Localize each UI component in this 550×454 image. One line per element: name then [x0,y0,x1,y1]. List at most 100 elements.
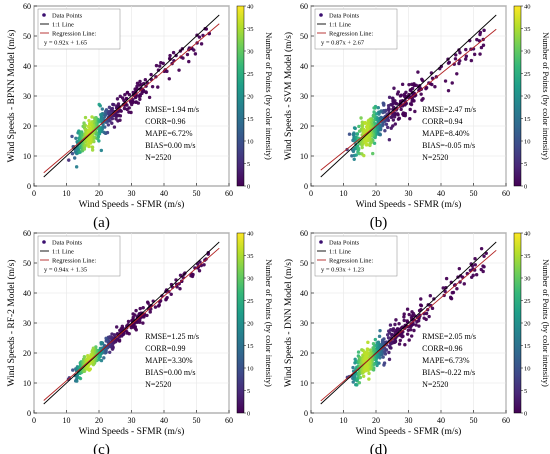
stat-line: MAPE=3.30% [145,356,193,365]
regression-line [43,247,220,401]
stat-line: RMSE=1.94 m/s [145,105,199,114]
data-point [118,328,122,333]
data-point [412,328,416,333]
y-tick-label: 50 [300,259,308,268]
stat-line: N=2520 [145,153,171,162]
data-point [174,282,179,287]
data-point [71,368,75,372]
stat-line: BIAS=-0.22 m/s [422,368,475,377]
data-point [159,61,163,65]
data-point [104,336,108,341]
data-point [371,113,376,118]
data-point [115,331,120,336]
data-point [82,355,87,359]
data-point [384,122,389,126]
data-point [367,377,371,381]
legend-one-to-one-label: 1:1 Line [329,249,351,256]
data-point [419,297,423,301]
x-tick-label: 60 [502,416,510,425]
data-point [353,126,357,131]
data-point [178,273,183,278]
data-point [154,63,159,68]
data-point [473,263,477,267]
colorbar-tick-label: 35 [247,26,254,33]
one-to-one-line [320,14,497,178]
data-point [82,369,87,374]
one-to-one-line [43,14,220,178]
y-tick-label: 20 [23,349,31,358]
x-tick-label: 60 [502,189,510,198]
stat-line: BIAS=-0.05 m/s [422,141,475,150]
y-tick-label: 0 [304,409,308,418]
data-point [138,79,142,84]
data-point [74,136,78,141]
data-point [462,282,466,286]
data-point [479,246,484,251]
x-tick-label: 10 [63,189,71,198]
y-tick-label: 40 [23,62,31,71]
legend-one-to-one-label: 1:1 Line [52,249,74,256]
data-point [357,124,361,129]
colorbar-tick-label: 35 [524,26,531,33]
data-point [444,286,448,290]
data-point [381,101,385,105]
stat-line: CORR=0.99 [145,344,185,353]
data-point [402,312,406,316]
legend-box [37,8,121,50]
x-axis-label: Wind Speeds - SFMR (m/s) [79,426,185,437]
data-point [87,144,91,148]
data-point [386,106,391,111]
data-point [407,312,411,317]
data-point [75,379,79,383]
panel-label: (d) [370,442,388,454]
y-tick-label: 30 [23,319,31,328]
data-point [415,319,419,324]
data-point [87,136,91,140]
data-point [363,121,368,125]
data-point [380,339,385,344]
data-point [414,323,418,327]
data-point [387,344,392,349]
colorbar-tick-label: 40 [524,4,531,11]
data-point [420,77,424,82]
x-tick-label: 40 [160,416,168,425]
colorbar-tick-label: 25 [247,71,254,78]
y-tick-label: 0 [27,182,31,191]
x-tick-label: 20 [95,416,103,425]
colorbar-tick-label: 10 [247,366,254,373]
legend-point-marker [42,240,46,244]
data-point [474,273,479,277]
data-point [356,147,361,152]
x-tick-label: 30 [405,189,413,198]
legend: Data Points 1:1 Line Regression Line: y = 0… [37,8,121,50]
data-point [417,88,421,93]
data-point [83,123,87,128]
data-point [388,323,393,327]
colorbar [236,232,245,414]
data-point [394,318,398,322]
data-point [469,58,474,63]
data-point [455,287,459,291]
data-point [378,328,382,333]
data-point [83,115,88,120]
data-point [357,381,362,385]
legend-points-label: Data Points [329,240,360,247]
colorbar [513,5,522,187]
data-point [371,151,375,156]
legend-equation: y = 0.92x + 1.65 [44,40,87,47]
data-point [178,287,182,291]
data-point [478,52,482,56]
data-point [120,96,125,100]
data-point [156,304,161,308]
data-point [405,332,410,336]
data-point [114,117,118,121]
data-point [187,59,191,64]
data-point [134,308,138,313]
y-tick-label: 50 [23,259,31,268]
stat-line: BIAS=0.00 m/s [145,141,195,150]
data-point [361,374,366,378]
x-tick-label: 60 [225,416,233,425]
data-point [177,282,181,286]
colorbar-tick-label: 10 [247,139,254,146]
